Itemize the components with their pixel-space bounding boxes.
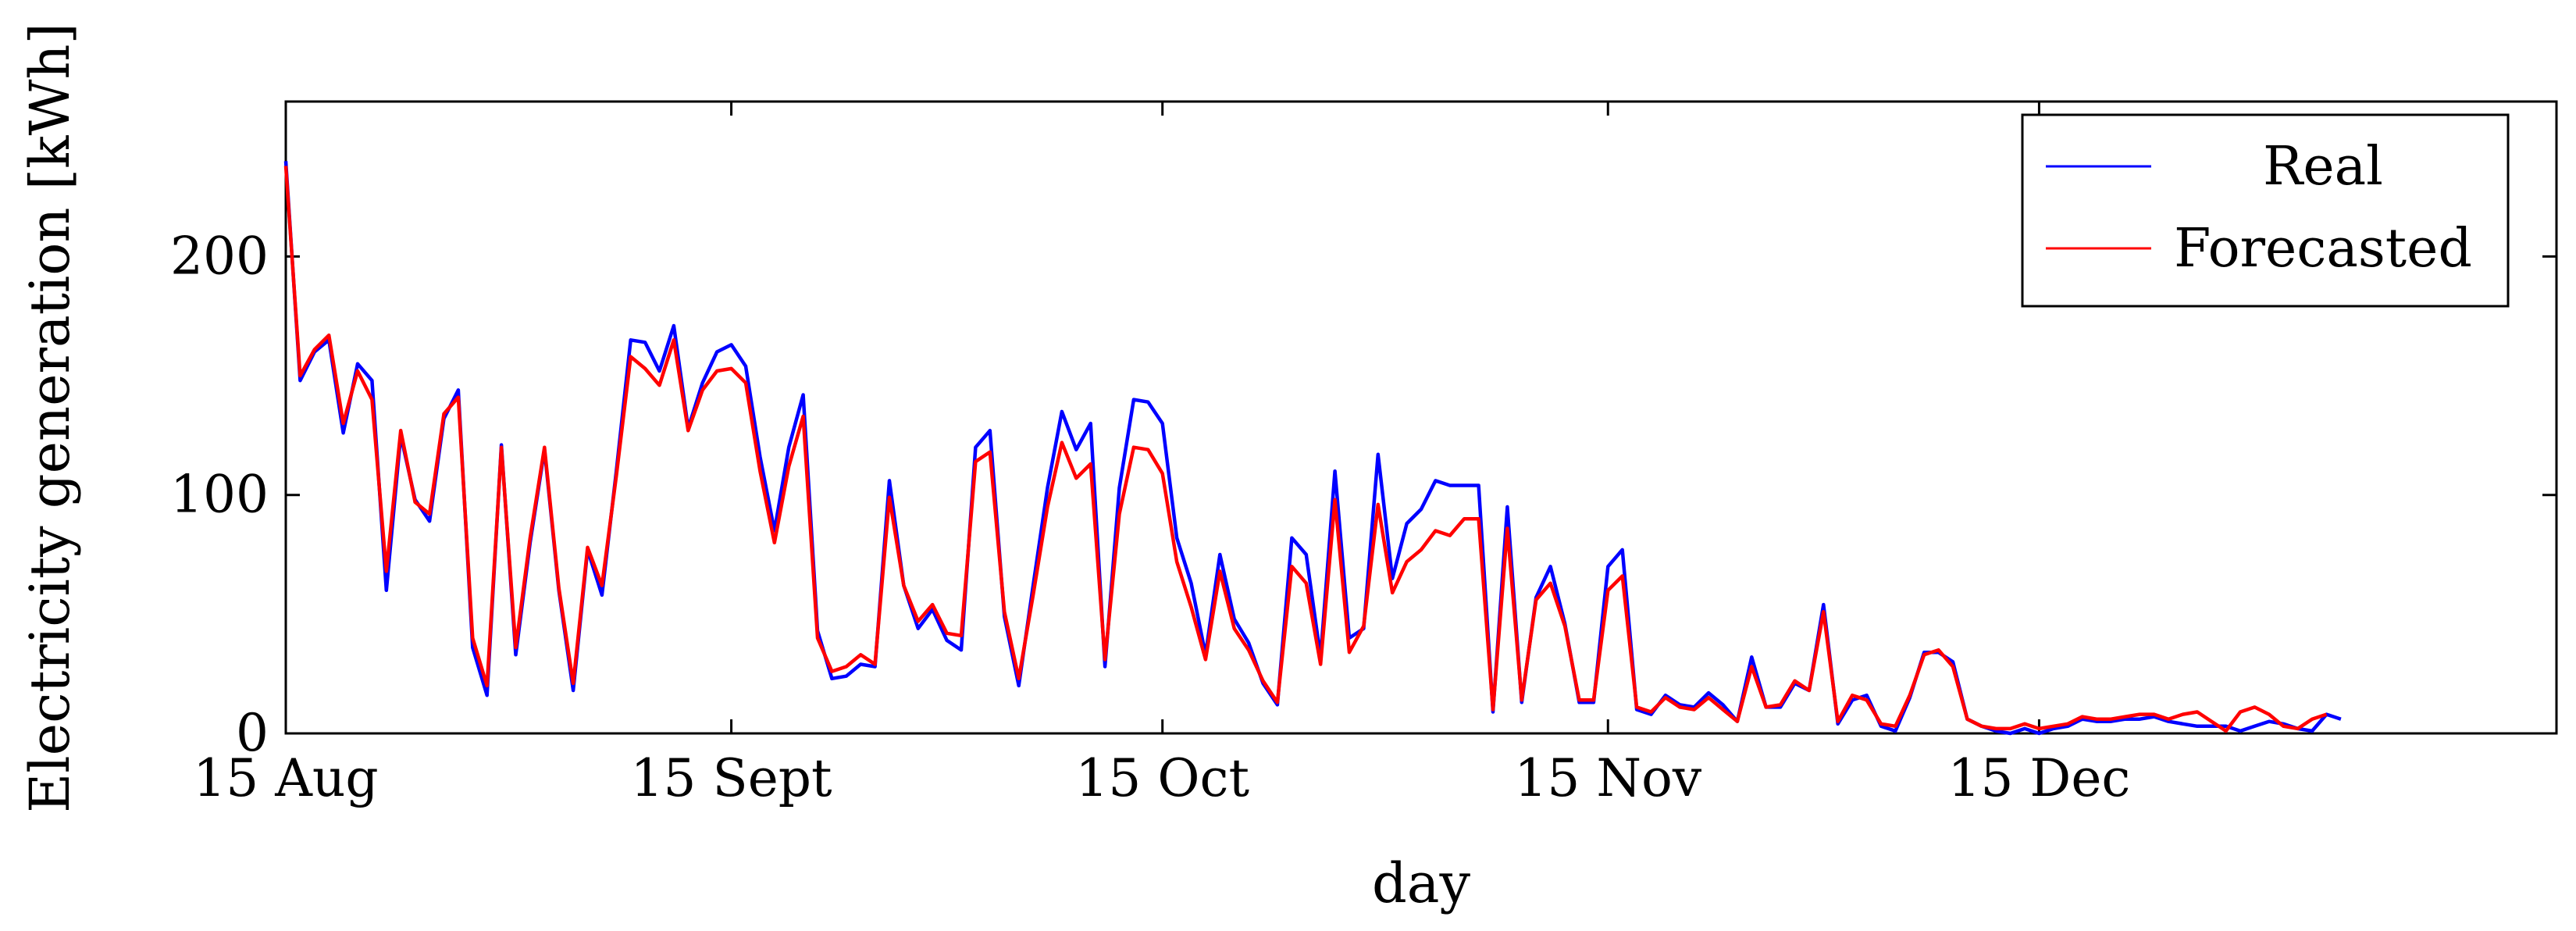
y-axis-ticks: 0 100 200 xyxy=(170,226,2556,763)
y-axis-label: Electricity generation [kWh] xyxy=(18,23,82,813)
y-tick-label: 100 xyxy=(170,465,269,525)
series-line-forecasted xyxy=(283,166,2328,733)
legend-label-real: Real xyxy=(2263,136,2383,198)
legend: Real Forecasted xyxy=(2021,113,2510,308)
series-line-real xyxy=(283,161,2342,736)
y-tick-label: 0 xyxy=(236,703,269,763)
x-axis-label: day xyxy=(1372,851,1471,915)
x-tick-label: 15 Nov xyxy=(1514,748,1701,808)
x-axis-ticks: 15 Aug 15 Sept 15 Oct 15 Nov 15 Dec xyxy=(193,102,2130,808)
x-tick-label: 15 Sept xyxy=(631,748,832,808)
legend-box xyxy=(2021,113,2510,308)
series-layer xyxy=(283,161,2342,736)
x-tick-label: 15 Dec xyxy=(1947,748,2130,808)
x-tick-label: 15 Aug xyxy=(193,748,378,808)
x-tick-label: 15 Oct xyxy=(1075,748,1249,808)
legend-label-forecasted: Forecasted xyxy=(2174,218,2472,280)
y-tick-label: 200 xyxy=(170,226,269,286)
